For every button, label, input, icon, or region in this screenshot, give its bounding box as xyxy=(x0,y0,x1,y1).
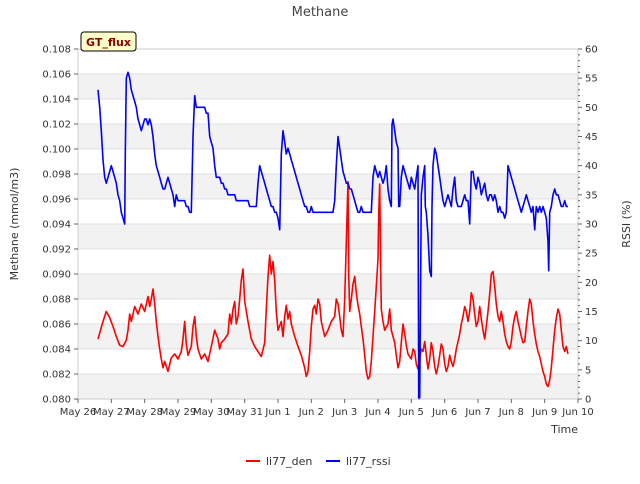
x-tick-label: Jun 8 xyxy=(498,407,524,418)
y2-tick-label: 30 xyxy=(585,220,598,231)
y-tick-label: 0.102 xyxy=(42,120,71,131)
y2-tick-label: 15 xyxy=(585,307,598,318)
plot-band xyxy=(78,124,578,149)
plot-band xyxy=(78,74,578,99)
x-tick-label: Jun 2 xyxy=(298,407,324,418)
y-tick-label: 0.090 xyxy=(42,270,71,281)
y-tick-label: 0.088 xyxy=(42,295,71,306)
y-tick-label: 0.092 xyxy=(42,245,71,256)
badge-text: GT_flux xyxy=(86,36,131,49)
series-line-li77-den xyxy=(97,180,569,388)
y-axis-label: Methane (mmol/m3) xyxy=(8,168,21,281)
y-tick-label: 0.080 xyxy=(42,395,71,406)
y2-tick-label: 50 xyxy=(585,103,598,114)
y2-tick-label: 45 xyxy=(585,132,598,143)
x-tick-label: Jun 10 xyxy=(561,407,594,418)
y2-tick-label: 25 xyxy=(585,249,598,260)
plot-band xyxy=(78,224,578,249)
y-tick-label: 0.084 xyxy=(42,345,71,356)
x-tick-label: May 27 xyxy=(93,407,130,418)
plot-bands xyxy=(78,74,578,399)
y-tick-label: 0.096 xyxy=(42,195,71,206)
legend: li77_den li77_rssi xyxy=(246,455,391,468)
y2-tick-label: 20 xyxy=(585,278,598,289)
plot-band xyxy=(78,174,578,199)
y2-tick-label: 55 xyxy=(585,74,598,85)
plot-band xyxy=(78,324,578,349)
y-tick-label: 0.100 xyxy=(42,145,71,156)
y-tick-label: 0.086 xyxy=(42,320,71,331)
y2-tick-label: 10 xyxy=(585,336,598,347)
y-axis-right: 0 5 10 15 20 25 30 35 40 45 50 55 60 xyxy=(578,45,598,406)
x-tick-label: May 30 xyxy=(193,407,230,418)
x-tick-label: Jun 5 xyxy=(398,407,424,418)
series-line-li77-rssi xyxy=(97,71,568,400)
y2-tick-label: 35 xyxy=(585,190,598,201)
x-tick-label: Jun 1 xyxy=(264,407,290,418)
y-tick-label: 0.106 xyxy=(42,70,71,81)
x-tick-label: Jun 9 xyxy=(531,407,557,418)
x-tick-label: Jun 3 xyxy=(331,407,357,418)
x-axis-label: Time xyxy=(550,423,578,436)
x-tick-label: Jun 7 xyxy=(464,407,490,418)
x-tick-label: May 28 xyxy=(126,407,163,418)
y2-tick-label: 0 xyxy=(585,395,591,406)
series-layer xyxy=(97,71,569,400)
y-tick-label: 0.108 xyxy=(42,45,71,56)
y-tick-label: 0.094 xyxy=(42,220,71,231)
y2-tick-label: 40 xyxy=(585,161,598,172)
y2-tick-label: 5 xyxy=(585,365,591,376)
x-tick-label: Jun 4 xyxy=(364,407,390,418)
plot-band xyxy=(78,374,578,399)
y-axis-left: 0.080 0.082 0.084 0.086 0.088 0.090 0.092 0.094… xyxy=(42,45,78,406)
badge-box xyxy=(80,31,137,52)
y-tick-label: 0.098 xyxy=(42,170,71,181)
legend-label-li77-den: li77_den xyxy=(266,455,312,468)
chart-title: Methane xyxy=(292,5,349,20)
y-tick-label: 0.082 xyxy=(42,370,71,381)
x-tick-label: May 26 xyxy=(60,407,97,418)
x-tick-label: May 31 xyxy=(226,407,263,418)
x-tick-label: Jun 6 xyxy=(431,407,457,418)
y2-axis-label: RSSI (%) xyxy=(620,200,633,247)
x-tick-label: May 29 xyxy=(160,407,197,418)
legend-label-li77-rssi: li77_rssi xyxy=(346,455,391,468)
y-tick-label: 0.104 xyxy=(42,95,71,106)
gt-flux-badge: GT_flux xyxy=(80,31,137,52)
y2-tick-label: 60 xyxy=(585,45,598,56)
